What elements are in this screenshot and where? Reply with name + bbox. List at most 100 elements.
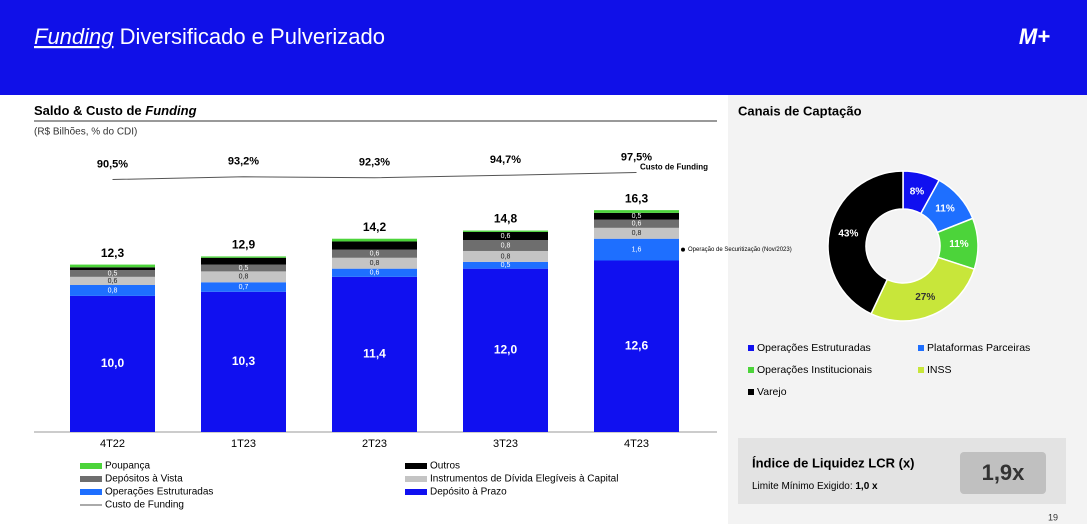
header-band [0,0,1087,95]
total-label: 14,2 [363,220,387,234]
bar-segment [201,257,286,265]
legend-label: Operações Estruturadas [757,342,871,354]
x-tick-label: 2T23 [362,438,387,450]
lcr-subtitle-text: Limite Mínimo Exigido: [752,481,853,492]
slice-label: 27% [915,292,935,303]
legend-swatch [80,476,102,482]
header-title-emphasis: Funding [34,24,114,49]
chart-subtitle: (R$ Bilhões, % do CDI) [34,127,137,138]
x-tick-label: 4T22 [100,438,125,450]
cost-label: 92,3% [359,157,390,169]
segment-label: 0,6 [370,251,380,258]
bar-segment [594,238,679,261]
segment-label: 0,5 [239,265,249,272]
segment-label: 10,0 [101,356,125,370]
logo: M+ [1019,24,1050,49]
segment-label: 0,6 [370,270,380,277]
bar-segment [463,231,548,241]
segment-label: 0,8 [501,242,511,249]
segment-label: 11,4 [363,347,386,361]
segment-label: 0,8 [239,274,249,281]
segment-label: 10,3 [232,354,256,368]
bar-segment [70,264,155,268]
segment-label: 0,5 [501,262,511,269]
lcr-title: Índice de Liquidez LCR (x) [752,455,915,470]
total-label: 14,8 [494,212,518,226]
cost-line [112,172,637,180]
header-title-rest: Diversificado e Pulverizado [120,24,385,49]
legend-label: Operações Estruturadas [105,487,213,498]
chart-title-main: Saldo & Custo de [34,103,142,118]
legend-swatch [80,489,102,495]
bar-segment [594,212,679,220]
segment-label: 0,7 [239,284,249,291]
slice-label: 43% [838,228,858,239]
cost-label: 93,2% [228,156,259,168]
segment-label: 0,6 [632,221,642,228]
slice-label: 8% [910,186,925,197]
lcr-subtitle: Limite Mínimo Exigido: 1,0 x [752,481,878,492]
bar-segment [594,210,679,213]
bar-segment [332,241,417,250]
line-label: Custo de Funding [640,163,708,172]
lcr-value: 1,9x [982,460,1026,485]
segment-label: 0,5 [632,213,642,220]
bar-segment [70,270,155,277]
legend-swatch [405,463,427,469]
legend-swatch [748,345,754,351]
legend-label: Poupança [105,461,150,472]
legend-label: Instrumentos de Dívida Elegíveis à Capit… [430,474,618,485]
segment-label: 0,5 [108,270,118,277]
annotation: Operação de Securitização (Nov/2023) [688,247,792,253]
chart-title-emphasis: Funding [145,103,196,118]
legend-swatch [918,345,924,351]
legend-swatch [748,367,754,373]
legend-label: Depósitos à Vista [105,474,183,485]
bar-segment [332,276,417,432]
legend-label: Varejo [757,386,787,398]
page-number: 19 [1048,512,1058,522]
segment-label: 0,6 [501,233,511,240]
bar-segment [70,295,155,432]
bar-segment [332,268,417,277]
x-tick-label: 3T23 [493,438,518,450]
annotation-dot [681,247,685,252]
x-tick-label: 1T23 [231,438,256,450]
segment-label: 0,8 [370,260,380,267]
segment-label: 12,6 [625,338,649,352]
bar-segment [70,267,155,271]
donut-slice [827,170,904,315]
donut-title: Canais de Captação [738,103,862,118]
segment-label: 0,8 [632,230,642,237]
legend-label: Plataformas Parceiras [927,342,1030,354]
cost-label: 90,5% [97,158,128,170]
bar-segment [463,240,548,251]
segment-label: 0,6 [108,278,118,285]
segment-label: 12,0 [494,343,518,357]
legend-label: Outros [430,461,460,472]
header-title: Funding Diversificado e Pulverizado [34,24,385,49]
bar-segment [463,261,548,269]
bar-segment [201,264,286,272]
donut-slice [870,256,976,322]
bar-segment [594,227,679,239]
total-label: 12,3 [101,246,125,260]
legend-swatch [405,489,427,495]
chart-title: Saldo & Custo de Funding [34,103,197,118]
bar-segment [332,257,417,269]
total-label: 16,3 [625,191,649,205]
legend-label: Custo de Funding [105,500,184,511]
total-label: 12,9 [232,238,256,252]
slice-label: 11% [935,204,955,215]
bar-segment [70,285,155,296]
legend-swatch [405,476,427,482]
legend-swatch [748,389,754,395]
bar-segment [332,238,417,242]
segment-label: 1,6 [632,246,642,253]
bar-segment [463,250,548,262]
bar-segment [201,282,286,292]
bar-segment [594,219,679,228]
lcr-value-box [960,452,1046,494]
legend-label: Depósito à Prazo [430,487,507,498]
